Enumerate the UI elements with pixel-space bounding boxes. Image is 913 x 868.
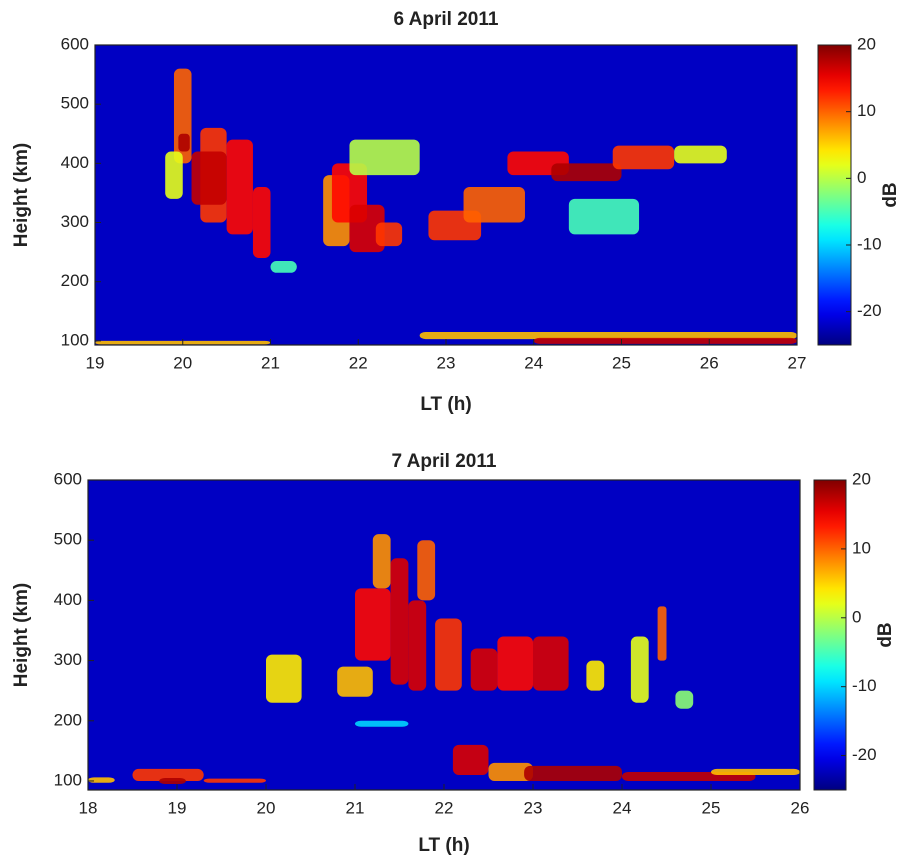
- echo-cell: [435, 618, 462, 691]
- echo-cell: [452, 744, 489, 775]
- x-tick-label: 19: [168, 798, 187, 817]
- y-tick-label: 600: [54, 469, 82, 488]
- echo-cell: [470, 648, 498, 691]
- chart-title: 7 April 2011: [392, 451, 497, 472]
- y-tick-label: 300: [61, 212, 89, 231]
- echo-cell: [419, 331, 797, 340]
- echo-cell: [191, 151, 227, 205]
- echo-cell: [657, 606, 667, 661]
- echo-cell: [355, 720, 409, 727]
- echo-cell: [252, 187, 271, 259]
- x-tick-label: 18: [79, 798, 98, 817]
- y-tick-label: 500: [54, 530, 82, 549]
- echo-cell: [390, 558, 409, 685]
- y-tick-label: 400: [54, 590, 82, 609]
- echo-cell: [159, 777, 186, 784]
- x-tick-label: 24: [524, 353, 543, 372]
- y-tick-label: 200: [54, 710, 82, 729]
- echo-cell: [675, 690, 694, 709]
- y-tick-label: 300: [54, 650, 82, 669]
- echo-cell: [165, 151, 183, 199]
- echo-cell: [178, 133, 190, 152]
- x-tick-label: 19: [86, 353, 105, 372]
- x-tick-label: 24: [613, 798, 632, 817]
- y-tick-label: 200: [61, 271, 89, 290]
- x-tick-label: 22: [349, 353, 368, 372]
- echo-cell: [711, 768, 800, 775]
- echo-cell: [551, 163, 622, 182]
- echo-cell: [612, 145, 675, 170]
- y-tick-label: 600: [61, 34, 89, 53]
- echo-cell: [630, 636, 649, 703]
- y-tick-label: 100: [54, 770, 82, 789]
- colorbar-label: dB: [880, 182, 901, 207]
- colorbar-tick-label: 0: [852, 607, 861, 626]
- colorbar-tick-label: -10: [857, 234, 882, 253]
- echo-cell: [226, 139, 253, 235]
- echo-cell: [586, 660, 605, 691]
- echo-cell: [337, 666, 373, 697]
- echo-cell: [533, 337, 797, 344]
- colorbar-tick-label: 10: [852, 538, 871, 557]
- echo-cell: [372, 534, 391, 589]
- echo-cell: [674, 145, 727, 164]
- echo-cell: [533, 636, 569, 691]
- colorbar-tick-label: 20: [852, 469, 871, 488]
- echo-cell: [375, 222, 403, 247]
- x-tick-label: 20: [257, 798, 276, 817]
- x-axis-label: LT (h): [418, 835, 469, 856]
- x-tick-label: 23: [524, 798, 543, 817]
- echo-layer: [88, 534, 800, 784]
- y-tick-label: 500: [61, 94, 89, 113]
- echo-cell: [132, 768, 204, 781]
- x-tick-label: 26: [700, 353, 719, 372]
- echo-cell: [270, 260, 297, 273]
- colorbar-label: dB: [875, 622, 896, 647]
- echo-cell: [88, 777, 115, 783]
- x-tick-label: 25: [612, 353, 631, 372]
- echo-cell: [463, 187, 525, 223]
- x-tick-label: 20: [173, 353, 192, 372]
- colorbar-tick-label: -10: [852, 676, 877, 695]
- echo-cell: [568, 198, 640, 235]
- x-tick-label: 21: [346, 798, 365, 817]
- echo-cell: [203, 778, 266, 783]
- colorbar-tick-label: 0: [857, 168, 866, 187]
- y-axis-label: Height (km): [11, 143, 32, 248]
- colorbar-tick-label: 10: [857, 101, 876, 120]
- echo-cell: [417, 540, 436, 601]
- x-tick-label: 27: [788, 353, 807, 372]
- colorbar-tick-label: 20: [857, 34, 876, 53]
- colorbar: [817, 44, 852, 346]
- echo-cell: [524, 765, 622, 781]
- x-tick-label: 21: [261, 353, 280, 372]
- colorbar: [813, 479, 847, 791]
- x-tick-label: 26: [791, 798, 810, 817]
- echo-layer: [95, 68, 797, 345]
- x-tick-label: 23: [437, 353, 456, 372]
- x-tick-label: 22: [435, 798, 454, 817]
- y-tick-label: 400: [61, 153, 89, 172]
- colorbar-tick-label: -20: [857, 301, 882, 320]
- chart-title: 6 April 2011: [394, 9, 499, 30]
- y-axis-label: Height (km): [11, 583, 32, 688]
- x-tick-label: 25: [702, 798, 721, 817]
- echo-cell: [488, 762, 533, 781]
- colorbar-tick-label: -20: [852, 745, 877, 764]
- x-axis-label: LT (h): [420, 394, 471, 415]
- echo-cell: [355, 588, 391, 661]
- y-tick-label: 100: [61, 330, 89, 349]
- echo-cell: [408, 600, 427, 691]
- echo-cell: [497, 636, 533, 691]
- echo-cell: [266, 654, 302, 703]
- echo-cell: [349, 139, 420, 176]
- echo-cell: [349, 204, 385, 253]
